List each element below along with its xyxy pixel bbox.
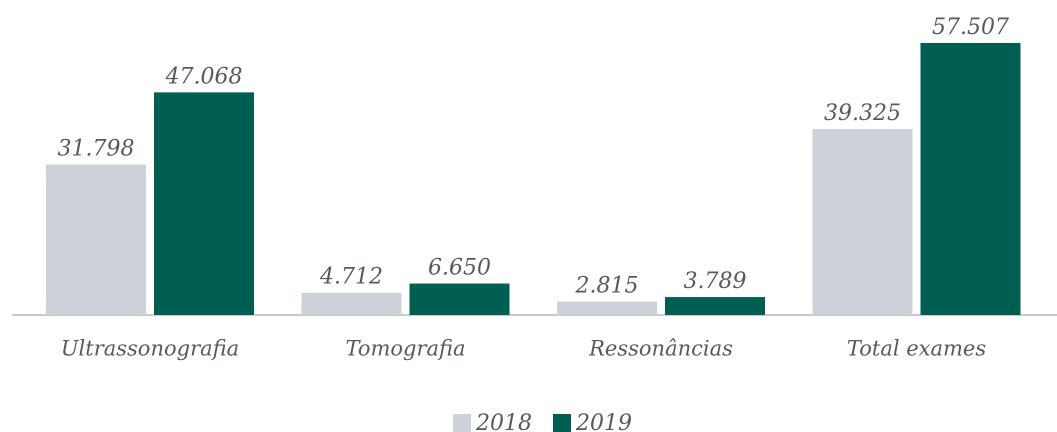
data-label: 2.815 [575, 274, 639, 299]
data-label: 6.650 [428, 256, 491, 281]
legend-swatch [453, 414, 471, 432]
data-label: 57.507 [932, 15, 1009, 40]
bar [301, 292, 402, 315]
bar [409, 283, 510, 315]
data-label: 47.068 [165, 64, 243, 89]
bar [557, 301, 657, 315]
legend-label: 2019 [575, 411, 632, 432]
legend-swatch [553, 414, 571, 432]
bar [920, 43, 1021, 315]
x-tick-label: Total exames [847, 337, 987, 361]
data-label: 3.789 [684, 269, 747, 294]
legend-label: 2018 [475, 411, 532, 432]
bar [46, 164, 146, 315]
x-tick-label: Ultrassonografia [61, 337, 239, 361]
data-label: 39.325 [824, 101, 901, 126]
x-tick-label: Tomografia [345, 337, 465, 361]
bar [665, 297, 765, 315]
bar [812, 128, 913, 315]
x-tick-label: Ressonâncias [588, 337, 733, 361]
data-label: 4.712 [319, 265, 383, 290]
bar [154, 92, 254, 315]
data-label: 31.798 [58, 137, 135, 162]
